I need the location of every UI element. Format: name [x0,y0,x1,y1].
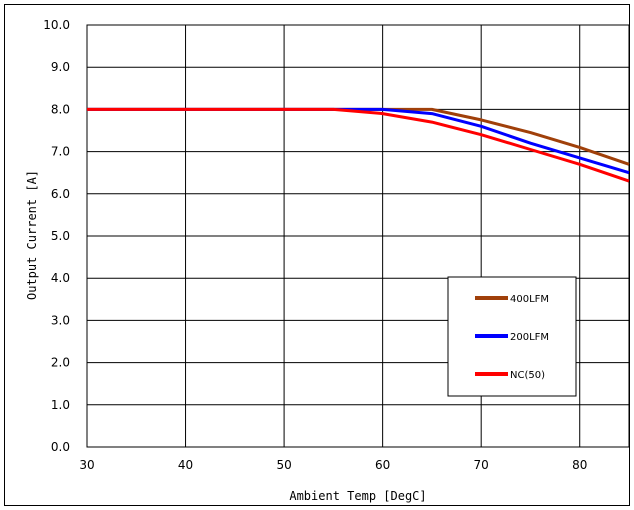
y-axis-label: Output Current [A] [25,170,39,300]
series-line-nc-50 [87,107,630,183]
y-tick-label: 3.0 [51,313,70,327]
legend-box [447,276,577,397]
x-tick-label: 50 [276,458,291,472]
x-tick-label: 70 [474,458,489,472]
y-tick-label: 4.0 [51,271,70,285]
y-tick-label: 6.0 [51,187,70,201]
x-tick-label: 40 [178,458,193,472]
legend-label: 200LFM [510,332,549,343]
x-tick-label: 80 [572,458,587,472]
x-tick-label: 60 [375,458,390,472]
x-axis-ticks: 30 40 50 60 70 80 [79,458,587,472]
y-tick-label: 7.0 [51,145,70,159]
x-axis-label: Ambient Temp [DegC] [289,489,426,503]
y-tick-label: 8.0 [51,102,70,116]
y-tick-label: 10.0 [43,18,70,32]
y-tick-label: 0.0 [51,440,70,454]
x-tick-label: 30 [79,458,94,472]
series-line-200lfm [87,107,630,175]
y-axis-ticks: 0.0 1.0 2.0 3.0 4.0 5.0 6.0 7.0 8.0 9.0 10.0 [43,18,70,454]
y-tick-label: 9.0 [51,60,70,74]
series-lines [87,107,630,183]
plot-area [86,24,630,448]
y-tick-label: 5.0 [51,229,70,243]
legend-label: 400LFM [510,294,549,305]
legend-label: NC(50) [510,370,545,381]
y-tick-label: 1.0 [51,398,70,412]
chart-frame [4,4,630,506]
y-tick-label: 2.0 [51,356,70,370]
legend: 400LFM 200LFM NC(50) [447,276,577,397]
